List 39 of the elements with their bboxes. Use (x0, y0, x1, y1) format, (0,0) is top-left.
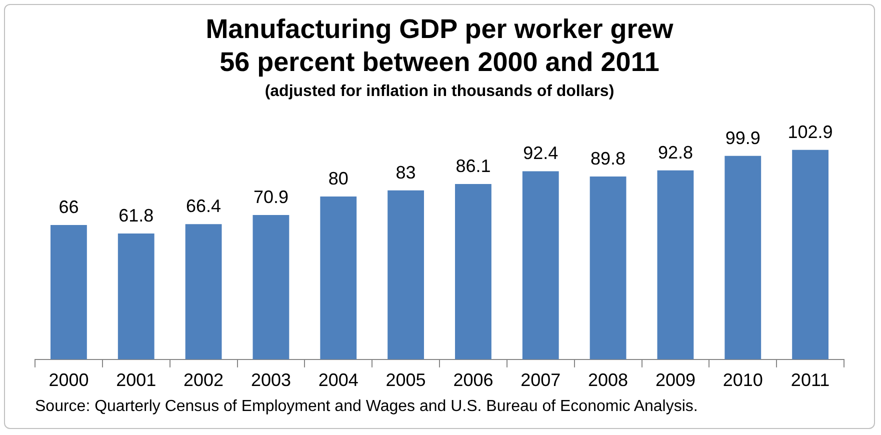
bar (792, 150, 828, 360)
data-label: 89.8 (590, 148, 626, 168)
data-label: 66 (58, 196, 79, 217)
data-label: 61.8 (118, 206, 154, 226)
x-tick-label: 2011 (790, 370, 830, 390)
x-tick-label: 2008 (588, 370, 628, 390)
bar (657, 170, 694, 360)
x-tick-label: 2009 (655, 370, 696, 390)
bar (590, 176, 626, 360)
chart-subtitle: (adjusted for inflation in thousands of dollars) (264, 83, 616, 101)
data-label: 92.4 (523, 143, 558, 164)
data-label: 92.8 (658, 142, 693, 162)
x-tick-label: 2000 (48, 370, 89, 390)
bar (724, 156, 762, 360)
source-note: Source: Quarterly Census of Employment and Wages and U.S. Bureau of Economic Analysis. (35, 398, 698, 416)
data-label: 80 (328, 168, 348, 188)
data-label: 102.9 (788, 122, 833, 142)
x-tick-label: 2007 (520, 370, 561, 390)
bar (320, 196, 357, 360)
x-tick-label: 2006 (453, 370, 494, 390)
data-label: 66.4 (186, 196, 222, 216)
bar (455, 184, 492, 360)
bar (388, 190, 424, 360)
x-tick-label: 2004 (318, 370, 358, 390)
x-tick-label: 2001 (116, 370, 156, 390)
x-tick-label: 2003 (250, 370, 291, 390)
chart-title: Manufacturing GDP per worker grew 56 percent between 2000 and 2011 (206, 14, 674, 77)
data-label: 99.9 (725, 128, 760, 148)
x-tick-label: 2010 (722, 370, 763, 390)
data-label: 70.9 (253, 186, 288, 207)
bar (252, 215, 290, 360)
bar (50, 224, 87, 360)
bar (185, 224, 222, 360)
data-label: 86.1 (456, 156, 491, 176)
bar (522, 171, 559, 360)
bar (118, 234, 154, 360)
x-tick-label: 2005 (386, 370, 426, 390)
x-tick-label: 2002 (184, 370, 224, 390)
data-label: 83 (396, 162, 416, 182)
